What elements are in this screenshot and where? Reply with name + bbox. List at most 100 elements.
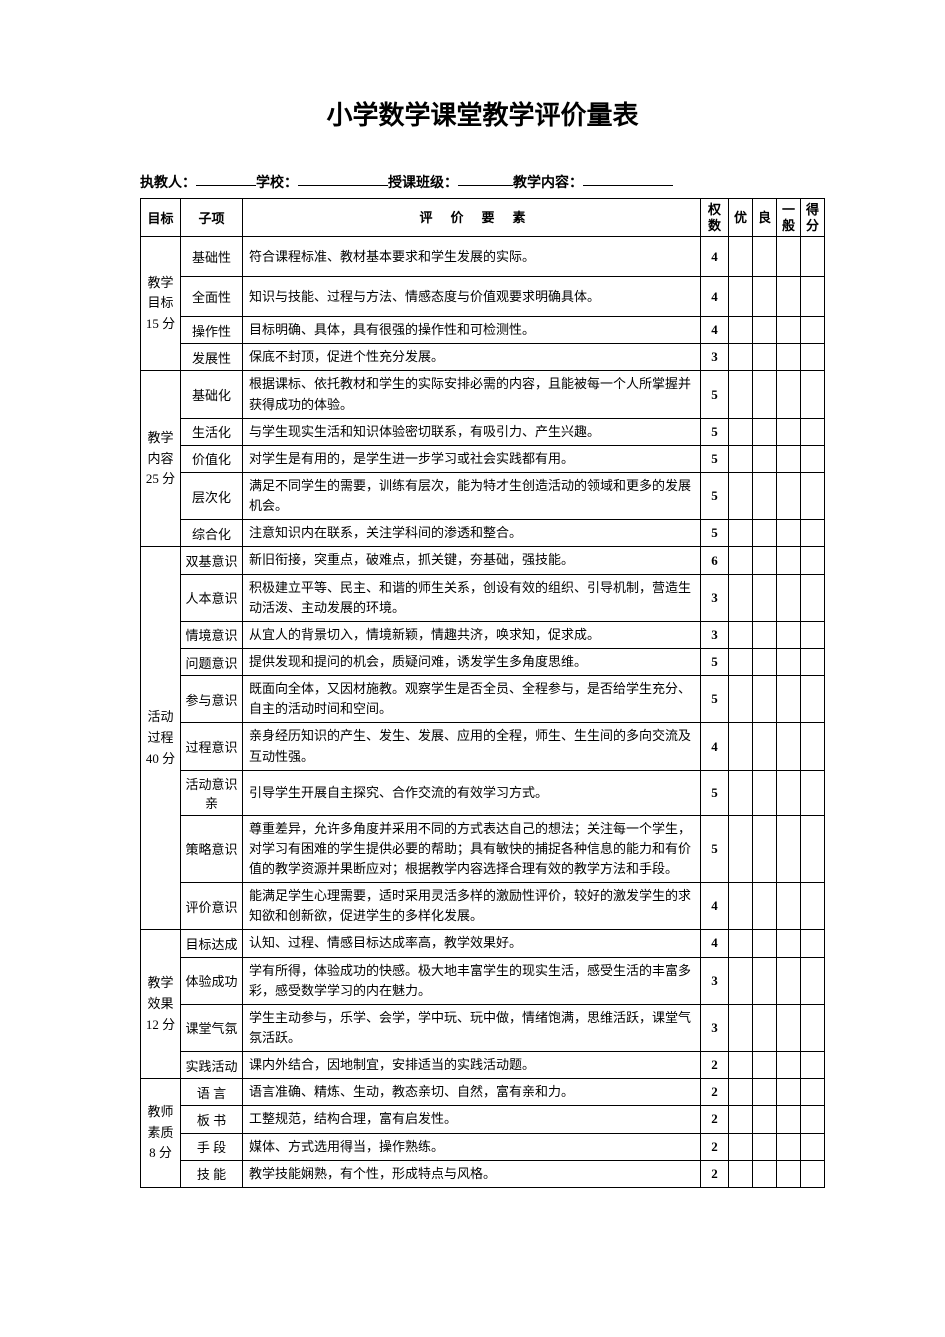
normal-cell [777, 237, 801, 277]
good-cell [753, 520, 777, 547]
sub-cell: 基础性 [181, 237, 243, 277]
good-cell [753, 418, 777, 445]
hdr-goal: 目标 [141, 199, 181, 237]
normal-cell [777, 883, 801, 930]
good-cell [753, 473, 777, 520]
weight-cell: 2 [701, 1052, 729, 1079]
good-cell [753, 1079, 777, 1106]
normal-cell [777, 1004, 801, 1051]
excellent-cell [729, 770, 753, 815]
content-label: 教学内容： [513, 172, 583, 192]
score-cell [801, 1052, 825, 1079]
normal-cell [777, 676, 801, 723]
weight-cell: 2 [701, 1133, 729, 1160]
good-cell [753, 676, 777, 723]
table-row: 情境意识从宜人的背景切入，情境新颖，情趣共济，唤求知，促求成。3 [141, 621, 825, 648]
score-cell [801, 445, 825, 472]
good-cell [753, 1052, 777, 1079]
sub-cell: 评价意识 [181, 883, 243, 930]
weight-cell: 5 [701, 676, 729, 723]
score-cell [801, 1004, 825, 1051]
excellent-cell [729, 815, 753, 882]
sub-cell: 活动意识亲 [181, 770, 243, 815]
table-row: 综合化注意知识内在联系，关注学科间的渗透和整合。5 [141, 520, 825, 547]
desc-cell: 引导学生开展自主探究、合作交流的有效学习方式。 [243, 770, 701, 815]
score-cell [801, 676, 825, 723]
score-cell [801, 723, 825, 770]
desc-cell: 亲身经历知识的产生、发生、发展、应用的全程，师生、生生间的多向交流及互动性强。 [243, 723, 701, 770]
weight-cell: 3 [701, 574, 729, 621]
class-blank [458, 172, 513, 186]
good-cell [753, 1160, 777, 1187]
normal-cell [777, 957, 801, 1004]
desc-cell: 积极建立平等、民主、和谐的师生关系，创设有效的组织、引导机制，营造生动活泼、主动… [243, 574, 701, 621]
table-row: 过程意识亲身经历知识的产生、发生、发展、应用的全程，师生、生生间的多向交流及互动… [141, 723, 825, 770]
weight-cell: 3 [701, 344, 729, 371]
desc-cell: 尊重差异，允许多角度并采用不同的方式表达自己的想法；关注每一个学生，对学习有困难… [243, 815, 701, 882]
normal-cell [777, 621, 801, 648]
excellent-cell [729, 317, 753, 344]
hdr-weight: 权数 [701, 199, 729, 237]
teacher-label: 执教人： [140, 172, 196, 192]
table-row: 发展性保底不封顶，促进个性充分发展。3 [141, 344, 825, 371]
table-row: 教师素质8 分语 言语言准确、精炼、生动，教态亲切、自然，富有亲和力。2 [141, 1079, 825, 1106]
score-cell [801, 344, 825, 371]
good-cell [753, 344, 777, 371]
desc-cell: 与学生现实生活和知识体验密切联系，有吸引力、产生兴趣。 [243, 418, 701, 445]
score-cell [801, 1133, 825, 1160]
normal-cell [777, 574, 801, 621]
normal-cell [777, 547, 801, 574]
good-cell [753, 723, 777, 770]
normal-cell [777, 815, 801, 882]
excellent-cell [729, 574, 753, 621]
normal-cell [777, 520, 801, 547]
sub-cell: 基础化 [181, 371, 243, 418]
sub-cell: 语 言 [181, 1079, 243, 1106]
good-cell [753, 883, 777, 930]
normal-cell [777, 371, 801, 418]
score-cell [801, 1160, 825, 1187]
goal-cell: 教学目标15 分 [141, 237, 181, 371]
weight-cell: 2 [701, 1106, 729, 1133]
score-cell [801, 770, 825, 815]
good-cell [753, 445, 777, 472]
score-cell [801, 547, 825, 574]
table-row: 板 书工整规范，结构合理，富有启发性。2 [141, 1106, 825, 1133]
good-cell [753, 1133, 777, 1160]
weight-cell: 5 [701, 770, 729, 815]
school-blank [298, 172, 388, 186]
weight-cell: 5 [701, 445, 729, 472]
excellent-cell [729, 473, 753, 520]
teacher-blank [196, 172, 256, 186]
table-row: 教学目标15 分基础性符合课程标准、教材基本要求和学生发展的实际。4 [141, 237, 825, 277]
sub-cell: 双基意识 [181, 547, 243, 574]
hdr-sub: 子项 [181, 199, 243, 237]
excellent-cell [729, 277, 753, 317]
desc-cell: 工整规范，结构合理，富有启发性。 [243, 1106, 701, 1133]
hdr-desc: 评价要素 [243, 199, 701, 237]
goal-cell: 活动过程40 分 [141, 547, 181, 930]
weight-cell: 4 [701, 930, 729, 957]
sub-cell: 问题意识 [181, 649, 243, 676]
sub-cell: 层次化 [181, 473, 243, 520]
weight-cell: 4 [701, 317, 729, 344]
normal-cell [777, 1160, 801, 1187]
table-row: 体验成功学有所得，体验成功的快感。极大地丰富学生的现实生活，感受生活的丰富多彩，… [141, 957, 825, 1004]
excellent-cell [729, 1004, 753, 1051]
table-row: 层次化满足不同学生的需要，训练有层次，能为特才生创造活动的领域和更多的发展机会。… [141, 473, 825, 520]
normal-cell [777, 445, 801, 472]
excellent-cell [729, 930, 753, 957]
good-cell [753, 574, 777, 621]
page-title: 小学数学课堂教学评价量表 [140, 95, 825, 132]
desc-cell: 学生主动参与，乐学、会学，学中玩、玩中做，情绪饱满，思维活跃，课堂气氛活跃。 [243, 1004, 701, 1051]
table-row: 操作性目标明确、具体，具有很强的操作性和可检测性。4 [141, 317, 825, 344]
sub-cell: 板 书 [181, 1106, 243, 1133]
score-cell [801, 930, 825, 957]
score-cell [801, 1106, 825, 1133]
school-label: 学校： [256, 172, 298, 192]
hdr-score: 得分 [801, 199, 825, 237]
goal-cell: 教师素质8 分 [141, 1079, 181, 1188]
excellent-cell [729, 723, 753, 770]
weight-cell: 3 [701, 957, 729, 1004]
excellent-cell [729, 621, 753, 648]
